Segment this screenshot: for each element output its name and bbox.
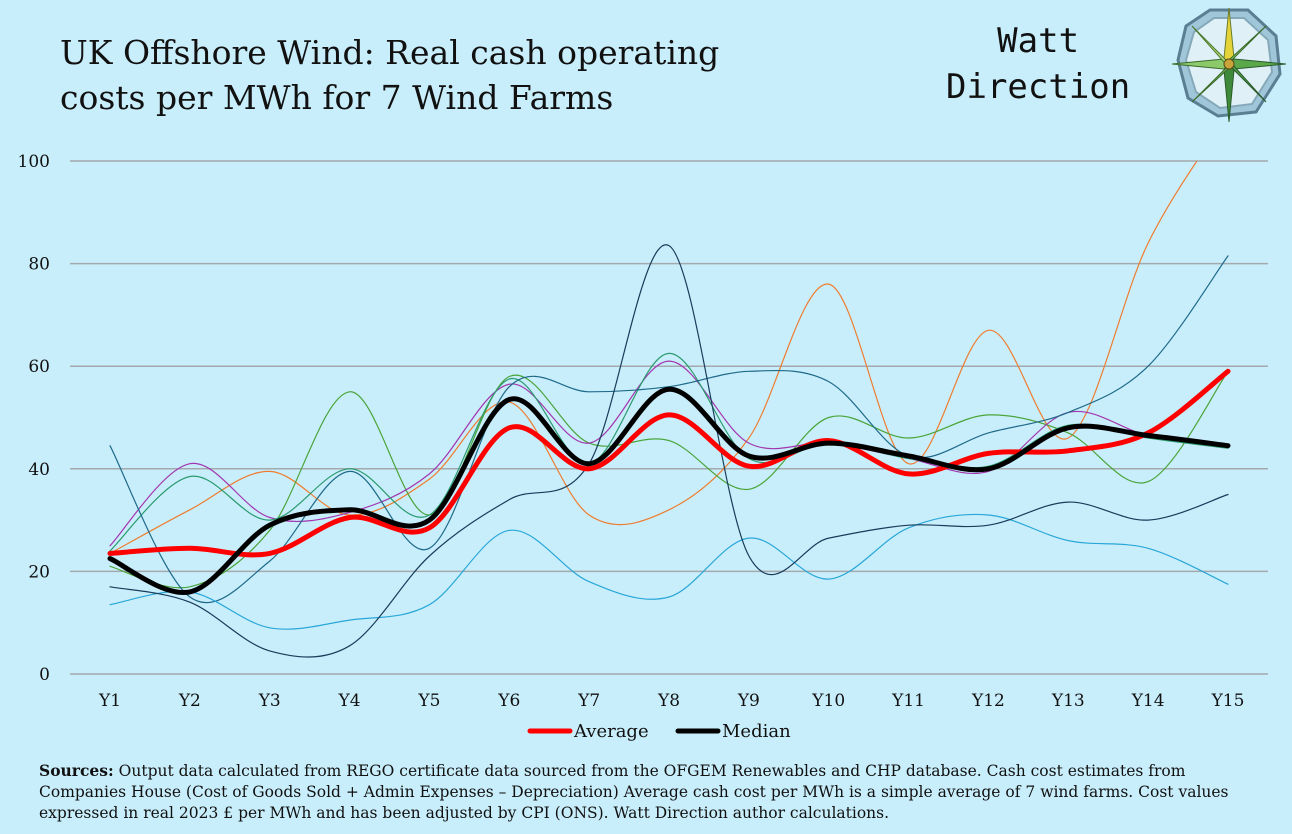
x-tick-label: Y10 — [811, 691, 845, 711]
x-tick-label: Y12 — [971, 691, 1005, 711]
series-line-wind-farm-1 — [109, 161, 1198, 554]
legend-label-average: Average — [573, 721, 649, 742]
sources-note: Sources: Output data calculated from REG… — [39, 760, 1269, 824]
sources-label: Sources: — [39, 761, 114, 780]
y-tick-label: 80 — [28, 255, 50, 275]
x-tick-label: Y15 — [1211, 691, 1245, 711]
chart-title: UK Offshore Wind: Real cash operating co… — [60, 30, 719, 120]
brand-line-1: Watt — [997, 21, 1080, 61]
x-tick-label: Y11 — [891, 691, 925, 711]
y-tick-label: 20 — [28, 562, 50, 582]
y-tick-label: 60 — [28, 357, 50, 377]
series-line-wind-farm-5 — [109, 255, 1229, 604]
series-line-wind-farm-4 — [109, 352, 1229, 552]
y-tick-label: 0 — [39, 665, 50, 685]
series-line-median — [107, 386, 1231, 595]
y-tick-label: 100 — [18, 152, 50, 172]
x-tick-label: Y2 — [178, 691, 201, 711]
chart-legend: Average Median — [527, 721, 791, 742]
chart-series — [107, 161, 1231, 658]
series-line-wind-farm-2 — [109, 370, 1229, 589]
x-tick-label: Y8 — [657, 691, 680, 711]
x-tick-label: Y3 — [258, 691, 281, 711]
x-axis-tick-labels: Y1 Y2 Y3 Y4 Y5 Y6 Y7 Y8 Y9 Y10 Y11 Y12 Y13 Y14 Y15 — [98, 691, 1244, 711]
x-tick-label: Y5 — [417, 691, 440, 711]
brand-line-2: Direction — [946, 67, 1131, 107]
x-tick-label: Y7 — [577, 691, 600, 711]
x-tick-label: Y1 — [98, 691, 121, 711]
chart-gridlines — [70, 160, 1268, 675]
x-tick-label: Y9 — [737, 691, 760, 711]
series-line-average — [107, 368, 1231, 558]
legend-label-median: Median — [722, 721, 791, 742]
x-tick-label: Y14 — [1131, 691, 1165, 711]
y-axis-tick-labels: 0 20 40 60 80 100 — [18, 152, 50, 685]
x-tick-label: Y13 — [1051, 691, 1085, 711]
y-tick-label: 40 — [28, 460, 50, 480]
line-chart: 0 20 40 60 80 100 Y1 Y2 Y3 Y4 Y5 Y6 Y7 Y8 Y9 Y10 Y11 Y12… — [18, 152, 1268, 742]
chart-title-line-1: UK Offshore Wind: Real cash operating — [60, 33, 720, 72]
sources-text: Output data calculated from REGO certifi… — [39, 762, 1229, 822]
x-tick-label: Y6 — [497, 691, 520, 711]
series-line-wind-farm-6 — [109, 513, 1229, 630]
chart-title-line-2: costs per MWh for 7 Wind Farms — [60, 78, 614, 117]
brand-wordmark: Watt Direction — [946, 18, 1130, 110]
compass-rose-icon — [1171, 7, 1287, 123]
x-tick-label: Y4 — [338, 691, 361, 711]
series-line-wind-farm-7 — [109, 244, 1229, 658]
